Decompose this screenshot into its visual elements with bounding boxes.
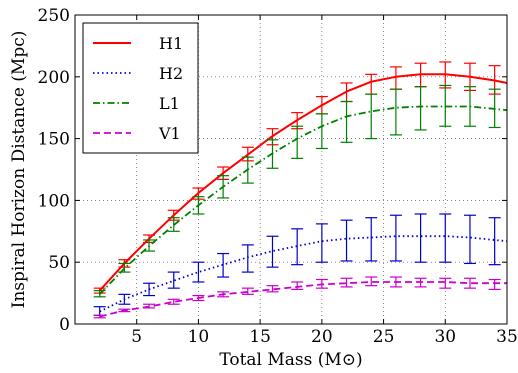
- y-tick-label: 100: [38, 191, 70, 211]
- series-line-l1: [99, 105, 508, 295]
- legend-label-h2: H2: [159, 64, 183, 83]
- x-tick-label: 35: [496, 327, 518, 347]
- y-tick-label: 200: [38, 68, 70, 88]
- x-tick-label: 25: [373, 327, 395, 347]
- y-tick-label: 250: [38, 6, 70, 26]
- legend-label-l1: L1: [159, 94, 180, 113]
- series-l1: [93, 84, 508, 298]
- y-tick-label: 150: [38, 130, 70, 150]
- x-tick-label: 10: [188, 327, 210, 347]
- series-line-v1: [99, 281, 507, 318]
- axes: 5 10 15 20 25 30 35 0 50 100 150 200 250: [38, 6, 518, 347]
- plot-frame: [74, 14, 508, 325]
- x-tick-label: 5: [131, 327, 142, 347]
- x-tick-label: 15: [249, 327, 271, 347]
- series-layer: [93, 61, 508, 319]
- x-tick-label: 20: [311, 327, 333, 347]
- series-line-h2: [99, 235, 508, 313]
- legend: H1 H2 L1 V1: [82, 22, 199, 154]
- series-v1: [93, 276, 507, 319]
- series-h2: [93, 213, 508, 316]
- legend-label-v1: V1: [158, 124, 181, 143]
- y-axis-title: Inspiral Horizon Distance (Mpc): [9, 31, 29, 309]
- x-tick-label: 30: [434, 327, 456, 347]
- legend-box: [82, 22, 199, 154]
- legend-label-h1: H1: [159, 34, 183, 53]
- y-tick-label: 0: [59, 315, 70, 335]
- y-tick-label: 50: [48, 253, 70, 273]
- series-line-h1: [98, 73, 508, 292]
- x-axis-title: Total Mass (M⊙): [219, 350, 362, 370]
